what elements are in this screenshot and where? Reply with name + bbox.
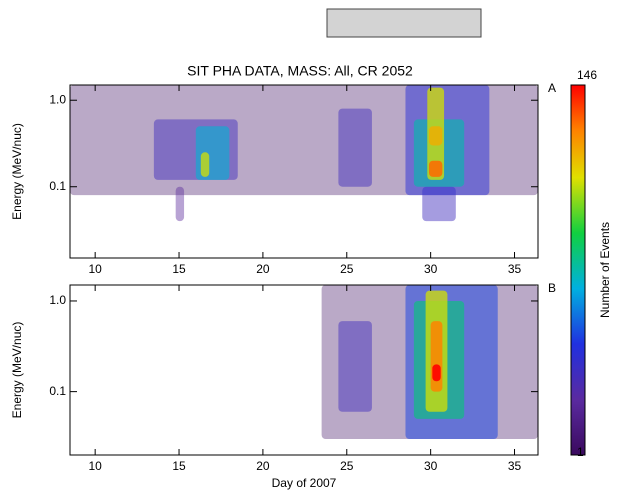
heat-cell [338, 321, 372, 412]
colorbar-tick-label: 146 [577, 68, 597, 82]
x-tick-label: 30 [424, 459, 438, 473]
y-tick-label: 1.0 [49, 293, 66, 307]
x-tick-label: 25 [340, 262, 354, 276]
x-tick-label: 35 [508, 262, 522, 276]
heat-cell [338, 108, 372, 187]
x-tick-label: 20 [256, 262, 270, 276]
x-tick-label: 20 [256, 459, 270, 473]
x-tick-label: 35 [508, 459, 522, 473]
gray-box [326, 8, 482, 38]
colorbar-label: Number of Events [598, 222, 612, 318]
heat-cell [422, 186, 456, 222]
x-tick-label: 25 [340, 459, 354, 473]
heatmap [321, 285, 538, 440]
y-axis-label: Energy (MeV/nuc) [10, 322, 24, 419]
plot-frame [69, 284, 539, 456]
heat-cell [175, 186, 185, 222]
x-tick-label: 15 [172, 262, 186, 276]
y-tick-label: 1.0 [49, 92, 66, 106]
chart-title: SIT PHA DATA, MASS: All, CR 2052 [187, 63, 413, 79]
x-tick-label: 15 [172, 459, 186, 473]
heat-cell [428, 160, 443, 177]
y-tick-label: 0.1 [49, 384, 66, 398]
heat-cell [200, 152, 210, 177]
x-tick-label: 30 [424, 262, 438, 276]
plot-frame [69, 84, 539, 259]
panel-label: B [548, 281, 556, 295]
x-axis-label: Day of 2007 [272, 476, 337, 490]
heat-cell [432, 364, 441, 382]
colorbar-tick-label: 1 [577, 445, 584, 459]
x-tick-label: 10 [88, 459, 102, 473]
colorbar [570, 84, 586, 456]
x-tick-label: 10 [88, 262, 102, 276]
heatmap [70, 85, 538, 222]
heat-cell [428, 126, 443, 146]
y-tick-label: 0.1 [49, 179, 66, 193]
y-axis-label: Energy (MeV/nuc) [10, 123, 24, 220]
panel-label: A [548, 81, 556, 95]
